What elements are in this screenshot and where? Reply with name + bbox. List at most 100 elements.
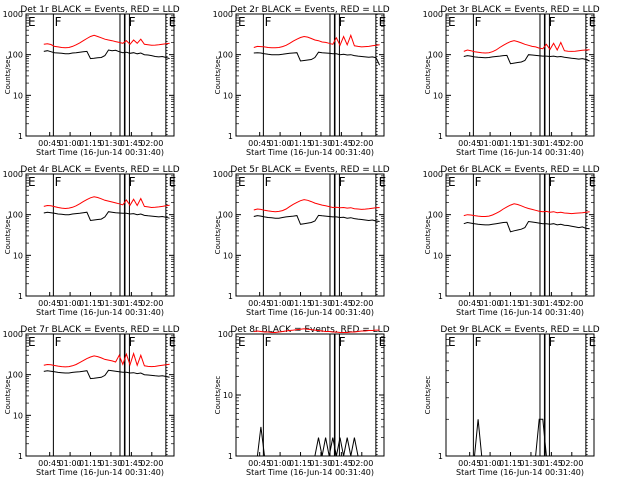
x-tick-label: 01:30 [99,139,122,148]
y-tick-label: 10 [13,91,23,100]
x-tick-label: 02:00 [560,139,583,148]
y-tick-label: 100 [218,51,233,60]
x-tick-label: 01:45 [330,459,353,468]
x-axis-label: Start Time (16-Jun-14 00:31:40) [36,148,164,157]
series-line [43,351,170,368]
y-tick-label: 1000 [3,330,23,339]
x-tick-label: 01:15 [79,299,102,308]
marker-label: F [475,335,482,349]
series-line [463,54,590,65]
marker-label: E [589,15,597,29]
marker-label: F [339,15,346,29]
marker-label: E [238,175,246,189]
marker-label: E [169,15,177,29]
marker-label: E [589,335,597,349]
marker-label: F [55,335,62,349]
series-line [43,369,170,380]
x-tick-label: 00:45 [458,459,481,468]
panel-4: Det 4r BLACK = Events, RED = LLD 1 10 100 10… [3,165,180,317]
x-tick-label: 01:15 [79,459,102,468]
marker-label: F [549,175,556,189]
marker-label: E [448,335,456,349]
x-tick-label: 00:45 [38,299,61,308]
panel-8: Det 8r BLACK = Events, RED = LLD 1 10 100 Co… [214,325,390,477]
x-tick-label: 00:45 [248,299,271,308]
marker-label: E [238,15,246,29]
marker-label: F [129,335,136,349]
y-tick-label: 1 [438,292,443,301]
y-tick-label: 10 [433,91,443,100]
panel-2: Det 2r BLACK = Events, RED = LLD 1 10 100 10… [213,5,390,157]
x-tick-label: 01:30 [99,459,122,468]
x-tick-label: 02:00 [140,459,163,468]
series-line [253,328,380,333]
x-axis-label: Start Time (16-Jun-14 00:31:40) [456,468,584,477]
y-tick-label: 1000 [213,10,233,19]
marker-label: E [169,175,177,189]
marker-label: F [129,175,136,189]
x-tick-label: 01:30 [99,299,122,308]
panel-title: Det 7r BLACK = Events, RED = LLD [20,325,179,335]
y-tick-label: 1 [228,132,233,141]
x-axis-label: Start Time (16-Jun-14 00:31:40) [456,308,584,317]
plot-frame [235,333,385,457]
plot-frame [25,13,175,137]
y-tick-label: 10 [223,251,233,260]
panel-5: Det 5r BLACK = Events, RED = LLD 1 10 100 10… [213,165,390,317]
series-line [253,426,380,457]
x-tick-label: 00:45 [458,139,481,148]
marker-label: F [339,175,346,189]
marker-label: F [129,15,136,29]
y-axis-label: Counts/sec [424,376,432,415]
panel-title: Det 1r BLACK = Events, RED = LLD [20,5,179,15]
x-tick-label: 01:45 [120,459,143,468]
series-line [463,40,590,54]
y-axis-label: Counts/sec [4,376,12,415]
y-tick-label: 1 [18,292,23,301]
x-axis-label: Start Time (16-Jun-14 00:31:40) [36,308,164,317]
plot-frame [235,173,385,297]
marker-label: E [379,15,387,29]
y-tick-label: 1000 [3,170,23,179]
y-tick-label: 1 [18,132,23,141]
y-tick-label: 100 [428,51,443,60]
x-axis-label: Start Time (16-Jun-14 00:31:40) [456,148,584,157]
y-tick-label: 100 [8,51,23,60]
x-tick-label: 01:45 [540,139,563,148]
marker-label: F [549,335,556,349]
x-tick-label: 01:45 [540,459,563,468]
x-tick-label: 02:00 [560,299,583,308]
x-tick-label: 01:15 [289,299,312,308]
marker-label: E [238,335,246,349]
y-tick-label: 100 [8,211,23,220]
series-line [253,51,381,66]
series-line [253,33,380,49]
x-tick-label: 02:00 [140,299,163,308]
x-tick-label: 00:45 [458,299,481,308]
marker-label: E [379,175,387,189]
marker-label: F [55,15,62,29]
panel-title: Det 9r BLACK = Events, RED = LLD [440,325,599,335]
marker-label: E [448,15,456,29]
panel-6: Det 6r BLACK = Events, RED = LLD 1 10 100 10… [423,165,600,317]
x-tick-label: 01:45 [330,299,353,308]
panel-title: Det 4r BLACK = Events, RED = LLD [20,165,179,175]
x-tick-label: 01:15 [79,139,102,148]
y-tick-label: 1 [228,452,233,461]
x-axis-label: Start Time (16-Jun-14 00:31:40) [246,308,374,317]
marker-label: E [448,175,456,189]
x-tick-label: 02:00 [140,139,163,148]
series-line [253,199,380,213]
x-tick-label: 02:00 [350,139,373,148]
x-tick-label: 01:15 [499,139,522,148]
plot-frame [445,173,595,297]
x-tick-label: 01:15 [499,299,522,308]
x-tick-label: 02:00 [350,459,373,468]
marker-label: F [549,15,556,29]
panel-title: Det 8r BLACK = Events, RED = LLD [230,325,389,335]
x-tick-label: 01:45 [120,299,143,308]
x-tick-label: 00:45 [38,459,61,468]
y-axis-label: Counts/sec [424,56,432,95]
marker-label: E [589,175,597,189]
marker-label: F [475,15,482,29]
